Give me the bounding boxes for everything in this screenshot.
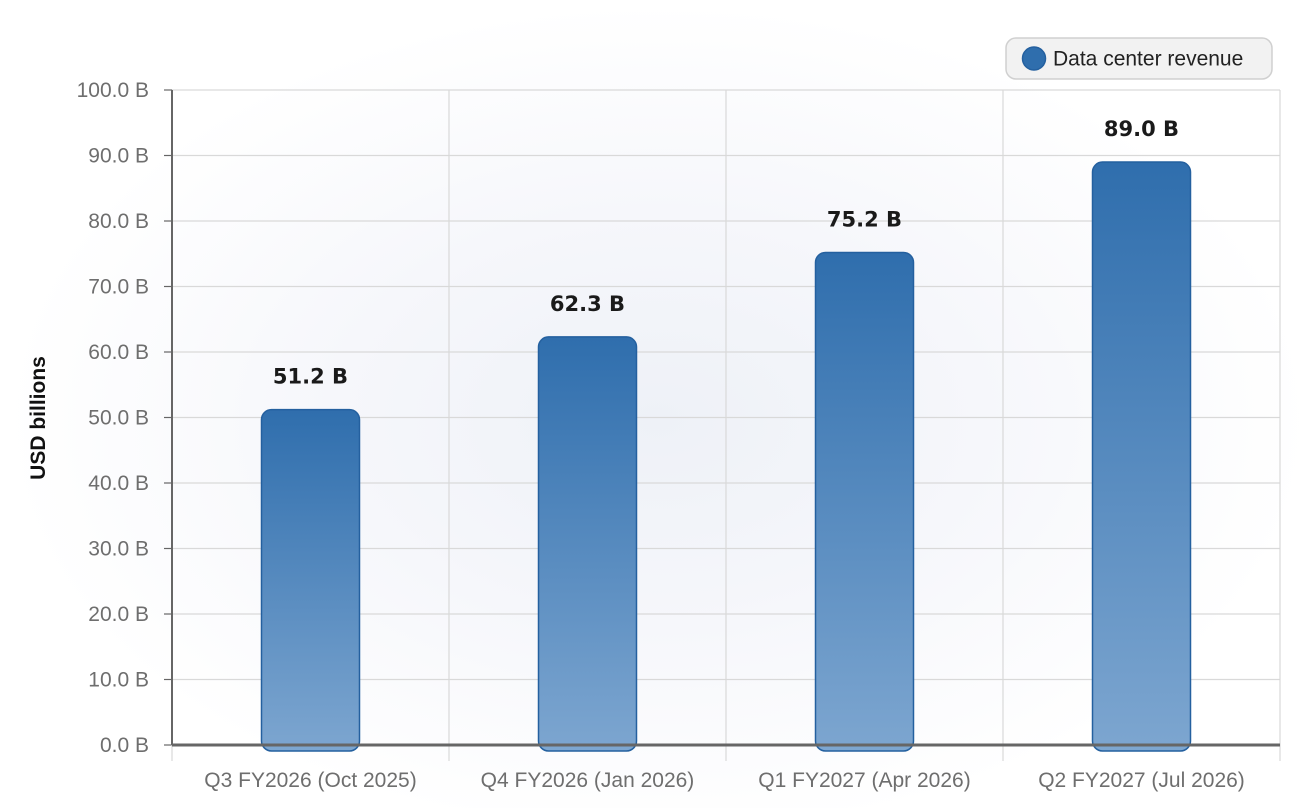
legend-swatch-icon	[1021, 46, 1047, 71]
y-tick-label: 40.0 B	[88, 472, 149, 495]
legend-box	[1005, 37, 1273, 80]
y-tick-label: 10.0 B	[88, 669, 149, 692]
axes	[164, 89, 1281, 761]
bar-value-label: 89.0 B	[1104, 117, 1179, 141]
bars	[260, 161, 1192, 752]
bar-value-label: 75.2 B	[827, 207, 902, 231]
bar-value-label: 51.2 B	[273, 365, 348, 389]
y-tick-label: 90.0 B	[88, 145, 149, 168]
legend[interactable]: Data center revenue	[1005, 37, 1273, 80]
bar[interactable]	[1091, 161, 1192, 752]
x-tick-label: Q4 FY2026 (Jan 2026)	[481, 769, 695, 792]
bar[interactable]	[537, 336, 638, 752]
y-tick-label: 80.0 B	[88, 210, 149, 233]
bar-value-label: 62.3 B	[550, 292, 625, 316]
y-tick-label: 60.0 B	[88, 341, 149, 364]
y-tick-label: 70.0 B	[88, 276, 149, 299]
bar[interactable]	[814, 251, 915, 752]
y-tick-label: 0.0 B	[100, 734, 149, 757]
y-tick-label: 20.0 B	[88, 603, 149, 626]
y-axis-title: USD billions	[27, 356, 50, 480]
gridlines	[172, 89, 1281, 745]
x-tick-label: Q3 FY2026 (Oct 2025)	[204, 769, 416, 792]
bar[interactable]	[260, 408, 361, 752]
labels: 0.0 B 10.0 B 20.0 B 30.0 B 40.0 B 50.0 B 60.0 …	[77, 79, 1245, 792]
legend-label: Data center revenue	[1053, 48, 1243, 71]
y-tick-label: 30.0 B	[88, 538, 149, 561]
y-tick-label: 100.0 B	[77, 79, 149, 102]
y-tick-label: 50.0 B	[88, 407, 149, 430]
x-tick-label: Q1 FY2027 (Apr 2026)	[758, 769, 970, 792]
x-tick-label: Q2 FY2027 (Jul 2026)	[1038, 769, 1245, 792]
